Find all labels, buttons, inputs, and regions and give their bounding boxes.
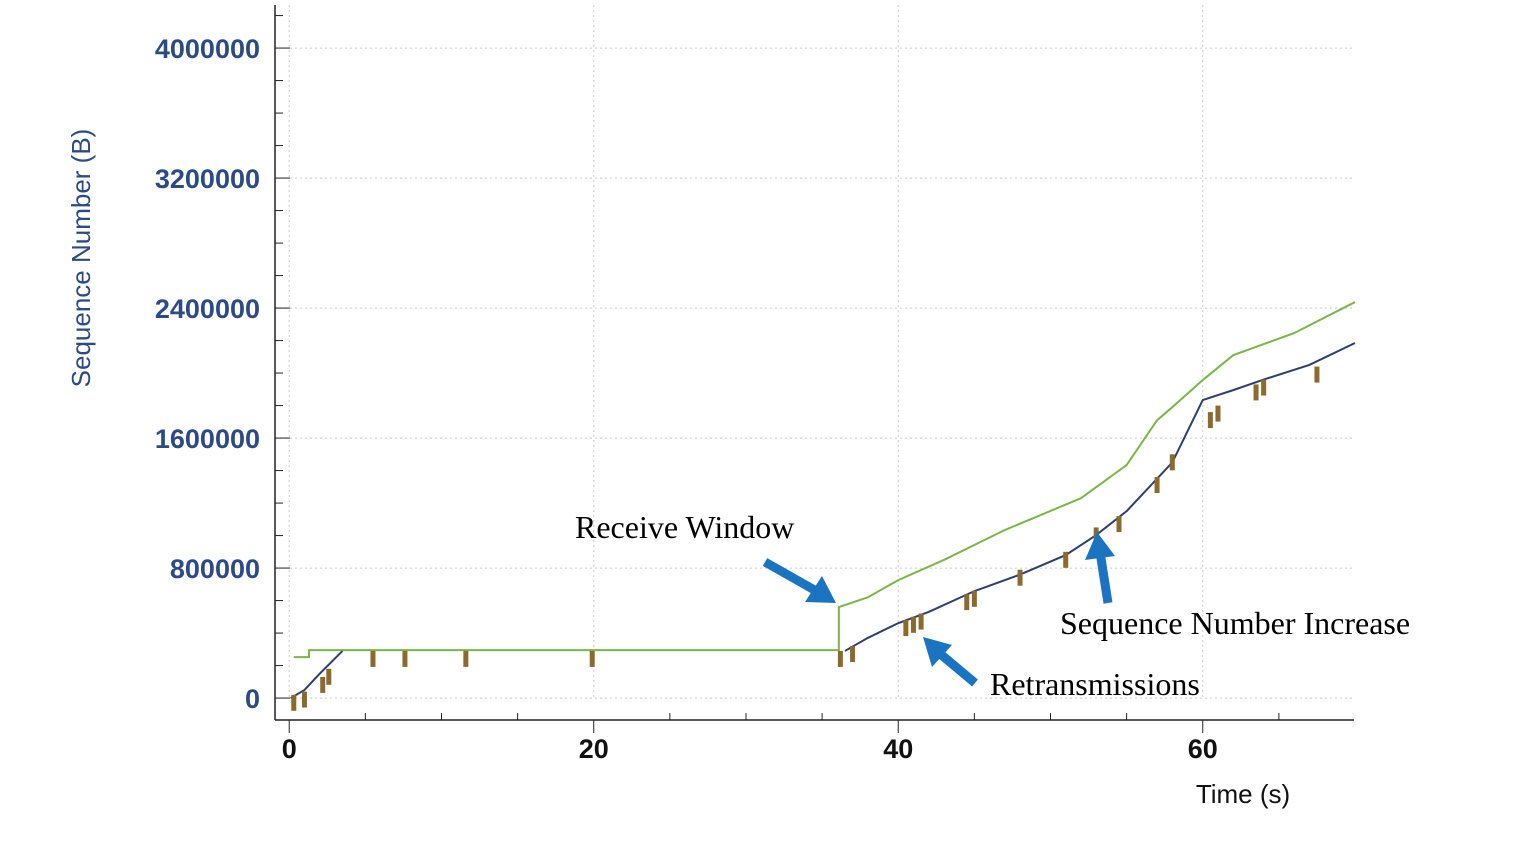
retransmission: [463, 650, 469, 667]
retransmission: [1169, 454, 1175, 471]
y-axis-label: Sequence Number (B): [66, 129, 96, 388]
data-line: [290, 342, 1356, 699]
retransmission: [903, 620, 909, 637]
retransmission: [1261, 379, 1267, 396]
retransmission: [1063, 551, 1069, 568]
y-tick-label: 800000: [170, 554, 260, 584]
retransmission: [291, 694, 297, 711]
y-tick-label: 1600000: [155, 424, 260, 454]
retransmission: [1017, 569, 1023, 586]
arrow: [935, 648, 978, 687]
retransmission: [301, 691, 307, 708]
retransmission: [1215, 405, 1221, 422]
plot-area: 0 800000 1600000 2400000 3200000 4000000 0 20 40…: [155, 5, 1356, 764]
retransmission: [1154, 477, 1160, 494]
retransmission: [370, 650, 376, 667]
data-line: [293, 301, 1356, 659]
y-tick-label: 3200000: [155, 164, 260, 194]
arrow-head: [923, 637, 952, 667]
arrow-head: [1085, 532, 1115, 560]
retransmission: [837, 650, 843, 667]
retransmission: [910, 616, 916, 633]
arrows: [762, 532, 1115, 687]
retransmission: [1253, 384, 1259, 401]
retransmission: [964, 594, 970, 611]
x-tick-label: 0: [282, 734, 297, 764]
x-axis-label: Time (s): [1196, 779, 1290, 809]
retransmission: [1314, 366, 1320, 383]
annotation: Sequence Number Increase: [1060, 605, 1410, 641]
retransmission: [918, 613, 924, 630]
arrow: [762, 558, 821, 596]
y-tick-label: 2400000: [155, 294, 260, 324]
retransmission: [1116, 516, 1122, 533]
retransmission: [971, 590, 977, 607]
x-tick-label: 40: [883, 734, 913, 764]
retransmission: [326, 668, 332, 685]
annotation: Receive Window: [575, 509, 794, 545]
arrow-head: [805, 576, 836, 603]
y-tick-label: 4000000: [155, 34, 260, 64]
x-tick-label: 60: [1188, 734, 1218, 764]
retransmission: [1207, 412, 1213, 429]
x-tick-label: 20: [579, 734, 609, 764]
retransmission: [320, 676, 326, 693]
y-tick-label: 0: [245, 684, 260, 714]
annotation: Retransmissions: [990, 666, 1200, 702]
retransmission: [402, 650, 408, 667]
retransmission: [589, 650, 595, 667]
arrow: [1095, 551, 1113, 604]
retransmission: [850, 646, 856, 663]
